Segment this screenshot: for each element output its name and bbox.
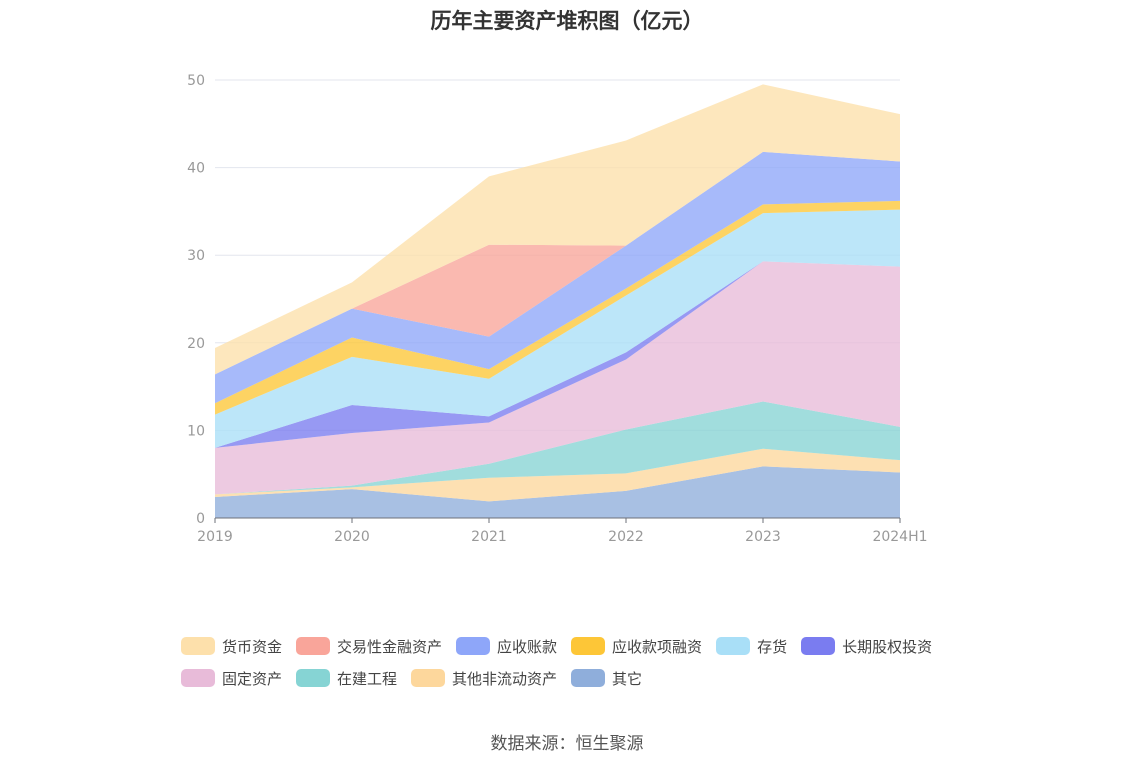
legend: 货币资金 交易性金融资产 应收账款 应收款项融资 存货 长期股权投资 固定资产 在建工程 其他… <box>181 630 981 694</box>
x-tick-label: 2019 <box>197 529 233 545</box>
legend-label: 固定资产 <box>222 669 283 688</box>
chart-title: 历年主要资产堆积图（亿元） <box>430 9 704 33</box>
legend-item[interactable]: 其它 <box>571 668 642 689</box>
area-series-6 <box>215 200 900 415</box>
legend-swatch <box>296 669 331 687</box>
legend-item[interactable]: 长期股权投资 <box>801 636 932 657</box>
x-tick-label: 2023 <box>745 529 781 545</box>
y-tick-label: 0 <box>196 511 205 527</box>
legend-item[interactable]: 存货 <box>716 636 787 657</box>
legend-label: 货币资金 <box>222 637 283 656</box>
area-series-0 <box>215 466 900 518</box>
legend-row-1: 货币资金 交易性金融资产 应收账款 应收款项融资 存货 长期股权投资 <box>181 630 981 662</box>
legend-label: 其他非流动资产 <box>452 669 558 688</box>
legend-label: 在建工程 <box>337 669 398 688</box>
legend-swatch <box>571 637 606 655</box>
legend-item[interactable]: 在建工程 <box>296 668 397 689</box>
legend-swatch <box>411 669 446 687</box>
legend-label: 交易性金融资产 <box>337 637 443 656</box>
area-series-7 <box>215 151 900 404</box>
legend-swatch <box>716 637 751 655</box>
area-series-2 <box>215 401 900 495</box>
y-tick-label: 50 <box>187 73 205 89</box>
x-tick-label: 2021 <box>471 529 507 545</box>
y-tick-label: 40 <box>187 161 205 177</box>
area-series-layer <box>215 84 900 518</box>
legend-item[interactable]: 固定资产 <box>181 668 282 689</box>
area-series-5 <box>215 209 900 448</box>
legend-label: 长期股权投资 <box>842 637 933 656</box>
legend-swatch <box>801 637 836 655</box>
legend-swatch <box>571 669 606 687</box>
y-tick-label: 10 <box>187 423 205 439</box>
legend-swatch <box>296 637 331 655</box>
legend-item[interactable]: 应收款项融资 <box>571 636 702 657</box>
area-series-4 <box>215 261 900 448</box>
area-series-3 <box>215 261 900 495</box>
legend-item[interactable]: 其他非流动资产 <box>411 668 557 689</box>
source-note: 数据来源：恒生聚源 <box>490 734 644 754</box>
legend-item[interactable]: 货币资金 <box>181 636 282 657</box>
legend-item[interactable]: 交易性金融资产 <box>296 636 442 657</box>
legend-swatch <box>181 669 215 687</box>
axes: 0 10 20 30 40 50 2019 2020 2021 2022 2023 2024H1 <box>187 73 927 545</box>
legend-label: 存货 <box>757 637 788 656</box>
area-series-1 <box>215 448 900 502</box>
y-tick-label: 20 <box>187 336 205 352</box>
legend-label: 应收账款 <box>497 637 558 656</box>
legend-item[interactable]: 应收账款 <box>456 636 557 657</box>
x-tick-label: 2022 <box>608 529 644 545</box>
legend-label: 其它 <box>612 669 643 688</box>
legend-row-2: 固定资产 在建工程 其他非流动资产 其它 <box>181 662 981 694</box>
area-series-9 <box>215 84 900 375</box>
legend-swatch <box>456 637 491 655</box>
area-series-8 <box>215 151 900 375</box>
legend-label: 应收款项融资 <box>612 637 703 656</box>
x-tick-label: 2020 <box>334 529 370 545</box>
y-tick-label: 30 <box>187 248 205 264</box>
x-tick-label: 2024H1 <box>872 529 927 545</box>
legend-swatch <box>181 637 215 655</box>
